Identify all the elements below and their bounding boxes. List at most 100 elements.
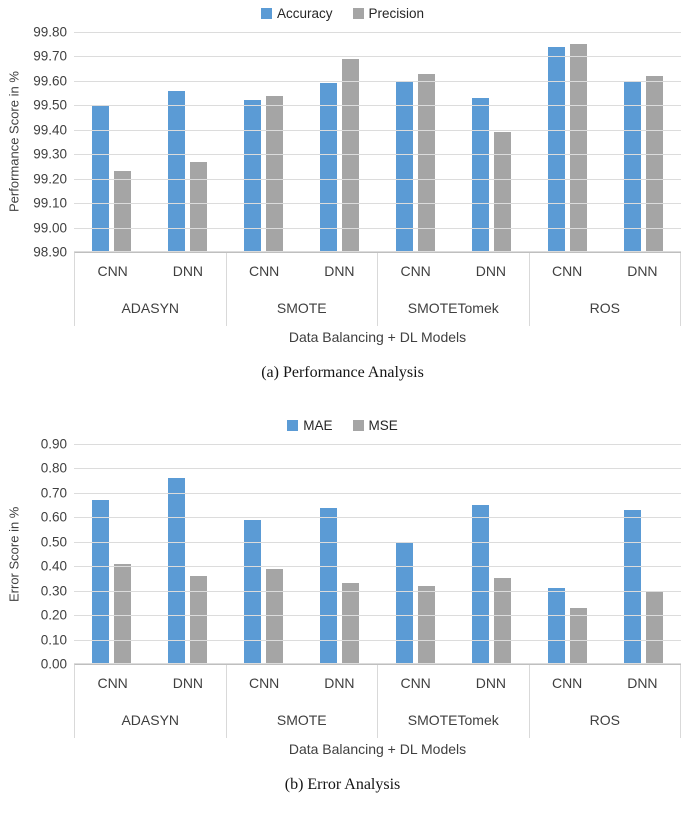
bar-cluster — [226, 444, 302, 664]
gridline — [74, 105, 681, 107]
subcategory-label: DNN — [627, 675, 658, 691]
performance-analysis-chart: Accuracy Precision Performance Score in %… — [0, 0, 685, 382]
bar-precision-adasyn-dnn — [190, 161, 208, 252]
bar-group — [378, 32, 530, 252]
y-tick-label: 99.80 — [33, 24, 67, 40]
bar-accuracy-adasyn-dnn — [168, 90, 186, 252]
subcategory-label: CNN — [400, 675, 431, 691]
y-tick-label: 0.00 — [40, 656, 67, 672]
group-label: ADASYN — [121, 711, 180, 728]
bar-mse-smotetomek-dnn — [493, 578, 511, 664]
gridline — [74, 492, 681, 494]
bar-cluster — [302, 444, 378, 664]
bar-mae-smotetomek-dnn — [471, 505, 489, 664]
subcategory-label: CNN — [551, 263, 583, 279]
subcategory-label: DNN — [475, 675, 507, 691]
bar-mae-ros-cnn — [547, 588, 565, 664]
gridline — [74, 566, 681, 568]
bar-accuracy-ros-cnn — [547, 46, 565, 252]
gridline — [74, 203, 681, 205]
y-tick-label: 99.60 — [33, 73, 67, 89]
bar-cluster — [529, 444, 605, 664]
y-axis-ticks: 0.90 0.80 0.70 0.60 0.50 0.40 0.30 0.20 0.10 0.00 — [24, 437, 74, 672]
y-tick-label: 0.40 — [40, 558, 67, 574]
category-group-cell: CNN DNN ROS — [530, 253, 681, 326]
y-tick-label: 98.90 — [33, 244, 67, 260]
bar-mse-smotetomek-cnn — [417, 585, 435, 664]
gridline — [74, 32, 681, 33]
bar-precision-smotetomek-cnn — [417, 73, 435, 252]
y-tick-label: 99.30 — [33, 146, 67, 162]
legend-swatch-icon — [287, 419, 299, 431]
y-tick-label: 99.40 — [33, 122, 67, 138]
chart-body: Error Score in % 0.90 0.80 0.70 0.60 0.50 0.4… — [0, 437, 685, 761]
gridline — [74, 227, 681, 229]
legend-label: Accuracy — [276, 5, 333, 21]
legend-item: MAE — [287, 417, 333, 433]
bar-accuracy-smotetomek-cnn — [395, 80, 413, 252]
gridline — [74, 129, 681, 131]
category-group-cell: CNN DNN ADASYN — [75, 253, 227, 326]
y-tick-label: 0.20 — [40, 607, 67, 623]
bar-precision-smote-dnn — [342, 58, 360, 252]
y-tick-label: 0.70 — [40, 485, 67, 501]
x-axis-title: Data Balancing + DL Models — [288, 329, 467, 345]
group-label: SMOTE — [276, 299, 327, 316]
group-label: SMOTE — [276, 711, 327, 728]
y-axis-title: Performance Score in % — [6, 71, 22, 213]
bar-cluster — [378, 32, 454, 252]
gridline — [74, 56, 681, 58]
y-axis-ticks: 99.80 99.70 99.60 99.50 99.40 99.30 99.20 99.10… — [24, 25, 74, 260]
group-label: SMOTETomek — [407, 299, 499, 316]
bar-precision-adasyn-cnn — [114, 171, 132, 252]
bar-accuracy-ros-dnn — [623, 80, 641, 252]
legend-swatch-icon — [260, 7, 272, 19]
bar-group — [74, 32, 226, 252]
y-tick-label: 0.50 — [40, 534, 67, 550]
gridline — [74, 517, 681, 519]
gridline — [74, 663, 681, 664]
bar-mse-ros-cnn — [569, 607, 587, 664]
bar-accuracy-smote-cnn — [244, 100, 262, 252]
bar-precision-smote-cnn — [266, 95, 284, 252]
subcategory-label: DNN — [475, 263, 507, 279]
bar-cluster — [150, 32, 226, 252]
subcategory-row: CNN DNN — [530, 253, 681, 289]
legend-label: MAE — [303, 417, 333, 433]
bar-cluster — [74, 444, 150, 664]
y-tick-label: 0.80 — [40, 460, 67, 476]
gridline — [74, 468, 681, 470]
group-label: ADASYN — [121, 299, 180, 316]
bar-precision-ros-cnn — [569, 44, 587, 252]
bar-cluster — [150, 444, 226, 664]
subcategory-label: CNN — [400, 263, 431, 279]
bar-cluster — [453, 32, 529, 252]
y-tick-label: 99.00 — [33, 220, 67, 236]
bar-mae-smote-cnn — [244, 519, 262, 664]
category-group-cell: CNN DNN SMOTETomek — [378, 253, 530, 326]
group-label: ROS — [589, 299, 620, 316]
bar-mae-ros-dnn — [623, 510, 641, 664]
gridline — [74, 615, 681, 617]
subcategory-row: CNN DNN — [378, 665, 529, 701]
gridline — [74, 251, 681, 252]
chart-body: Performance Score in % 99.80 99.70 99.60 99… — [0, 25, 685, 349]
subcategory-label: CNN — [97, 263, 128, 279]
group-label: SMOTETomek — [407, 711, 499, 728]
bar-cluster — [453, 444, 529, 664]
legend-label: MSE — [368, 417, 398, 433]
legend-swatch-icon — [352, 419, 364, 431]
bar-mse-adasyn-cnn — [114, 563, 132, 664]
bar-cluster — [605, 32, 681, 252]
bar-cluster — [605, 444, 681, 664]
category-axis: CNN DNN ADASYN CNN DNN SMOTE CNN DNN SMOTETomek C… — [74, 252, 681, 326]
subcategory-label: CNN — [551, 675, 583, 691]
caption-b: (b) Error Analysis — [284, 776, 401, 793]
bar-cluster — [74, 32, 150, 252]
subcategory-row: CNN DNN — [227, 253, 378, 289]
category-group-cell: CNN DNN ADASYN — [75, 665, 227, 738]
bar-group — [378, 444, 530, 664]
gridline — [74, 154, 681, 156]
subcategory-row: CNN DNN — [530, 665, 681, 701]
subcategory-label: DNN — [324, 675, 355, 691]
